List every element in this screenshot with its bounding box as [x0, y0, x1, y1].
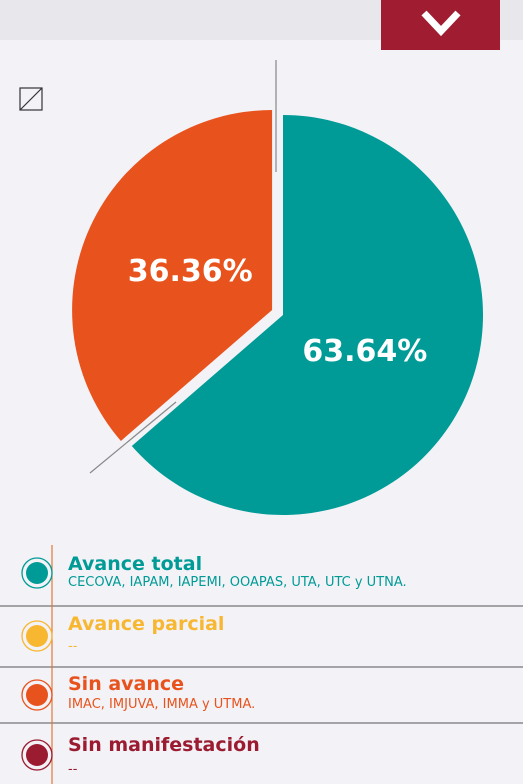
chevron-icon	[421, 10, 461, 37]
legend-dot	[26, 562, 48, 584]
legend-ring	[21, 739, 53, 771]
legend-description: --	[68, 639, 78, 654]
legend-ring	[21, 557, 53, 589]
legend-description: --	[68, 762, 78, 777]
legend-name: Sin manifestación	[68, 734, 260, 756]
legend-dot	[26, 744, 48, 766]
legend-dot	[26, 684, 48, 706]
legend-name: Avance total	[68, 553, 202, 575]
legend-name: Sin avance	[68, 673, 184, 695]
pie-slice	[72, 110, 273, 441]
legend-ring	[21, 679, 53, 711]
leader-line	[89, 401, 177, 474]
legend-description: CECOVA, IAPAM, IAPEMI, OOAPAS, UTA, UTC …	[68, 575, 407, 590]
legend-description: IMAC, IMJUVA, IMMA y UTMA.	[68, 697, 255, 712]
slice-label: 36.36%	[128, 254, 253, 289]
legend-dot	[26, 625, 48, 647]
legend-ring	[21, 620, 53, 652]
expand-icon[interactable]	[19, 87, 43, 111]
slice-label: 63.64%	[302, 334, 427, 369]
pie-slice	[131, 115, 484, 515]
collapse-button[interactable]	[381, 0, 500, 50]
legend-name: Avance parcial	[68, 613, 224, 635]
